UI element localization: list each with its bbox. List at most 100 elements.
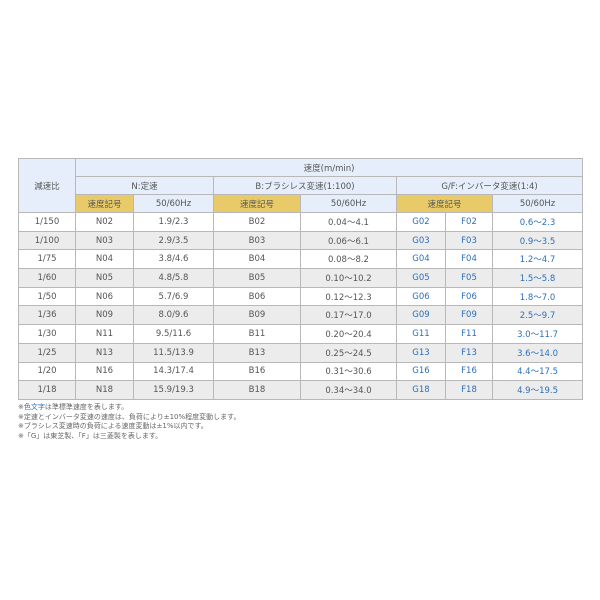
cell-gfhz: 4.9～19.5 — [491, 380, 584, 400]
cell-gfhz: 4.4～17.5 — [491, 361, 584, 382]
cell-g: G16 — [396, 361, 446, 382]
cell-gfhz: 1.5～5.8 — [491, 268, 584, 288]
cell-nhz: 5.7/6.9 — [133, 286, 214, 307]
cell-b: B16 — [213, 361, 301, 382]
cell-f: F06 — [445, 286, 493, 307]
cell-b: B18 — [213, 380, 301, 400]
cell-nhz: 14.3/17.4 — [133, 361, 214, 382]
cell-g: G11 — [396, 324, 446, 344]
cell-n: N06 — [75, 286, 134, 307]
note-prefix: ※ — [18, 403, 24, 411]
cell-f: F05 — [445, 268, 493, 288]
cell-f: F03 — [445, 230, 493, 251]
cell-n: N11 — [75, 324, 134, 344]
cell-nhz: 1.9/2.3 — [133, 212, 214, 232]
speed-header: 速度(m/min) — [74, 158, 584, 177]
table-row: 1/150 N02 1.9/2.3 B02 0.04～4.1 G02 F02 0.6～2.3 — [18, 212, 584, 232]
cell-nhz: 9.5/11.6 — [133, 324, 214, 344]
cell-b: B04 — [213, 249, 301, 270]
cell-ratio: 1/60 — [18, 268, 76, 288]
b-group-header: B:ブラシレス変速(1:100) — [213, 176, 397, 195]
cell-nhz: 8.0/9.6 — [133, 305, 214, 326]
cell-ratio: 1/50 — [18, 286, 76, 307]
cell-gfhz: 1.8～7.0 — [491, 286, 584, 307]
table-row: 1/30 N11 9.5/11.6 B11 0.20～20.4 G11 F11 3.0～11.… — [18, 324, 584, 344]
cell-g: G18 — [396, 380, 446, 400]
footnotes: ※色文字は準標準速度を表します。 ※定速とインバータ変速の速度は、負荷により±1… — [18, 403, 240, 441]
cell-n: N16 — [75, 361, 134, 382]
cell-n: N09 — [75, 305, 134, 326]
cell-ratio: 1/18 — [18, 380, 76, 400]
cell-b: B09 — [213, 305, 301, 326]
cell-bhz: 0.34～34.0 — [300, 380, 397, 400]
cell-n: N13 — [75, 342, 134, 363]
note-1: ※色文字は準標準速度を表します。 — [18, 403, 240, 413]
cell-gfhz: 0.6～2.3 — [491, 212, 584, 232]
gf-group-header: G/F:インバータ変速(1:4) — [395, 176, 584, 195]
speed-table: 減速比 速度(m/min) N:定速 B:ブラシレス変速(1:100) G/F:インバ… — [18, 158, 584, 400]
cell-f: F18 — [445, 380, 493, 400]
cell-bhz: 0.20～20.4 — [300, 324, 397, 344]
cell-ratio: 1/75 — [18, 249, 76, 270]
table-row: 1/18 N18 15.9/19.3 B18 0.34～34.0 G18 F18 4.9～19… — [18, 380, 584, 400]
table-row: 1/60 N05 4.8/5.8 B05 0.10～10.2 G05 F05 1.5～5.8 — [18, 268, 584, 288]
cell-n: N05 — [75, 268, 134, 288]
cell-nhz: 3.8/4.6 — [133, 249, 214, 270]
b-code-header: 速度記号 — [213, 194, 301, 213]
gf-hz-header: 50/60Hz — [491, 194, 584, 213]
cell-bhz: 0.10～10.2 — [300, 268, 397, 288]
cell-f: F09 — [445, 305, 493, 326]
note-4: ※「G」は東芝製、「F」は三菱製を表します。 — [18, 431, 163, 440]
b-hz-header: 50/60Hz — [300, 194, 397, 213]
note-rest: は準標準速度を表します。 — [44, 403, 129, 411]
cell-b: B11 — [213, 324, 301, 344]
cell-n: N02 — [75, 212, 134, 232]
cell-bhz: 0.31～30.6 — [300, 361, 397, 382]
cell-f: F11 — [445, 324, 493, 344]
table-row: 1/100 N03 2.9/3.5 B03 0.06～6.1 G03 F03 0.9～3.5 — [18, 230, 584, 251]
cell-ratio: 1/30 — [18, 324, 76, 344]
cell-bhz: 0.08～8.2 — [300, 249, 397, 270]
table-row: 1/50 N06 5.7/6.9 B06 0.12～12.3 G06 F06 1.8～7.0 — [18, 286, 584, 307]
cell-n: N18 — [75, 380, 134, 400]
cell-nhz: 15.9/19.3 — [133, 380, 214, 400]
note-2: ※定速とインバータ変速の速度は、負荷により±10%程度変動します。 — [18, 412, 241, 421]
cell-n: N03 — [75, 230, 134, 251]
note-colored-text: 色文字 — [23, 403, 45, 411]
table-row: 1/36 N09 8.0/9.6 B09 0.17～17.0 G09 F09 2.5～9.7 — [18, 305, 584, 326]
cell-nhz: 2.9/3.5 — [133, 230, 214, 251]
cell-gfhz: 2.5～9.7 — [491, 305, 584, 326]
n-code-header: 速度記号 — [75, 194, 134, 213]
cell-g: G05 — [396, 268, 446, 288]
cell-gfhz: 3.6～14.0 — [491, 342, 584, 363]
cell-bhz: 0.17～17.0 — [300, 305, 397, 326]
cell-nhz: 11.5/13.9 — [133, 342, 214, 363]
gf-code-header: 速度記号 — [396, 194, 493, 213]
note-3: ※ブラシレス変速時の負荷による速度変動は±1%以内です。 — [18, 422, 208, 430]
cell-gfhz: 0.9～3.5 — [491, 230, 584, 251]
cell-g: G02 — [396, 212, 446, 232]
cell-n: N04 — [75, 249, 134, 270]
cell-g: G04 — [396, 249, 446, 270]
cell-g: G06 — [396, 286, 446, 307]
cell-b: B05 — [213, 268, 301, 288]
cell-ratio: 1/20 — [18, 361, 76, 382]
cell-nhz: 4.8/5.8 — [133, 268, 214, 288]
cell-g: G03 — [396, 230, 446, 251]
cell-bhz: 0.12～12.3 — [300, 286, 397, 307]
table-row: 1/75 N04 3.8/4.6 B04 0.08～8.2 G04 F04 1.2～4.7 — [18, 249, 584, 270]
cell-bhz: 0.25～24.5 — [300, 342, 397, 363]
cell-b: B02 — [213, 212, 301, 232]
cell-ratio: 1/150 — [18, 212, 76, 232]
cell-gfhz: 3.0～11.7 — [491, 324, 584, 344]
cell-b: B03 — [213, 230, 301, 251]
cell-f: F02 — [445, 212, 493, 232]
table-row: 1/20 N16 14.3/17.4 B16 0.31～30.6 G16 F16 4.4～17… — [18, 361, 584, 382]
ratio-header: 減速比 — [18, 158, 76, 213]
cell-b: B13 — [213, 342, 301, 363]
cell-bhz: 0.06～6.1 — [300, 230, 397, 251]
cell-ratio: 1/25 — [18, 342, 76, 363]
cell-f: F04 — [445, 249, 493, 270]
n-hz-header: 50/60Hz — [133, 194, 214, 213]
cell-gfhz: 1.2～4.7 — [491, 249, 584, 270]
